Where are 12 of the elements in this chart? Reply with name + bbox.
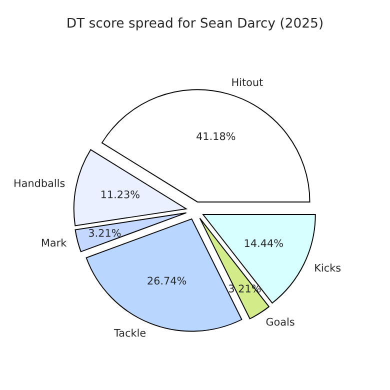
data-label: 41.18%	[196, 132, 236, 140]
chart-title: DT score spread for Sean Darcy (2025)	[68, 18, 322, 30]
data-label: 11.23%	[101, 190, 140, 198]
data-label: 14.44%	[244, 239, 283, 248]
slice-label: Hitout	[232, 78, 263, 86]
data-label: 26.74%	[148, 276, 186, 285]
slice-label: Kicks	[315, 264, 341, 272]
slice-label: Mark	[42, 238, 67, 247]
slice-label: Goals	[266, 318, 294, 326]
slice-label: Handballs	[14, 179, 65, 188]
slice-label: Tackle	[114, 328, 146, 337]
data-label: 3.21%	[88, 228, 121, 237]
